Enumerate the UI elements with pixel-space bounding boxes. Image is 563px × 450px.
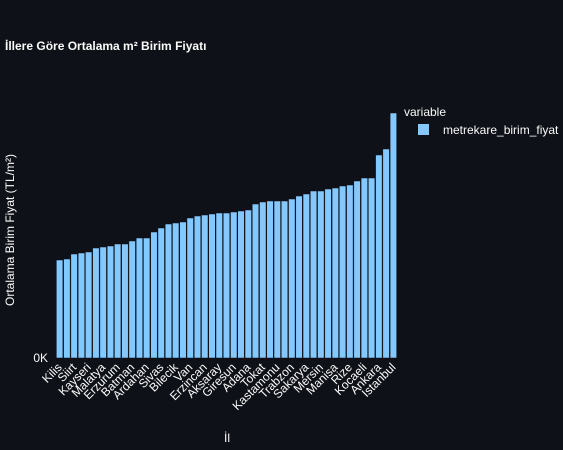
bar	[360, 177, 368, 359]
bar	[186, 217, 194, 359]
bar	[121, 243, 129, 359]
bar	[324, 188, 332, 359]
bar	[77, 252, 85, 359]
bar	[302, 193, 310, 359]
bar	[92, 247, 100, 359]
bar	[114, 243, 122, 359]
legend-swatch	[418, 124, 429, 135]
bar	[331, 187, 339, 359]
bar	[85, 251, 93, 359]
bar	[259, 201, 267, 359]
bar	[201, 214, 209, 359]
bar	[237, 210, 245, 359]
bar	[208, 213, 216, 359]
bar	[244, 209, 252, 359]
bar	[150, 231, 158, 359]
bar	[193, 215, 201, 359]
legend-label: metrekare_birim_fiyat	[443, 123, 559, 137]
bar	[143, 237, 151, 359]
chart-title: İllere Göre Ortalama m² Birim Fiyatı	[5, 38, 206, 53]
bar	[368, 177, 376, 359]
bar	[157, 227, 165, 359]
bar	[63, 258, 71, 359]
bar	[99, 246, 107, 359]
bar	[375, 154, 383, 359]
bar	[353, 180, 361, 359]
bar	[382, 148, 390, 359]
bar	[266, 200, 274, 359]
bar	[281, 200, 289, 359]
bar	[128, 240, 136, 359]
bar	[172, 222, 180, 359]
bar	[288, 198, 296, 359]
bar	[295, 195, 303, 359]
bar	[339, 185, 347, 359]
bar	[230, 211, 238, 359]
bar	[164, 223, 172, 359]
bar	[106, 245, 114, 359]
bar	[252, 203, 260, 359]
bar	[346, 184, 354, 359]
bar	[222, 212, 231, 359]
bar	[273, 200, 281, 359]
bar	[317, 190, 325, 359]
bar	[389, 112, 397, 359]
bar	[310, 190, 318, 359]
bar	[215, 212, 223, 359]
bar	[70, 253, 78, 359]
legend-title: variable	[404, 105, 446, 119]
bar	[179, 221, 187, 359]
x-axis-title: İl	[224, 431, 230, 445]
bar	[135, 237, 143, 359]
y-tick-label: 0K	[33, 351, 48, 365]
bar	[56, 259, 64, 359]
y-axis-title: Ortalama Birim Fiyat (TL/m²)	[3, 154, 17, 306]
